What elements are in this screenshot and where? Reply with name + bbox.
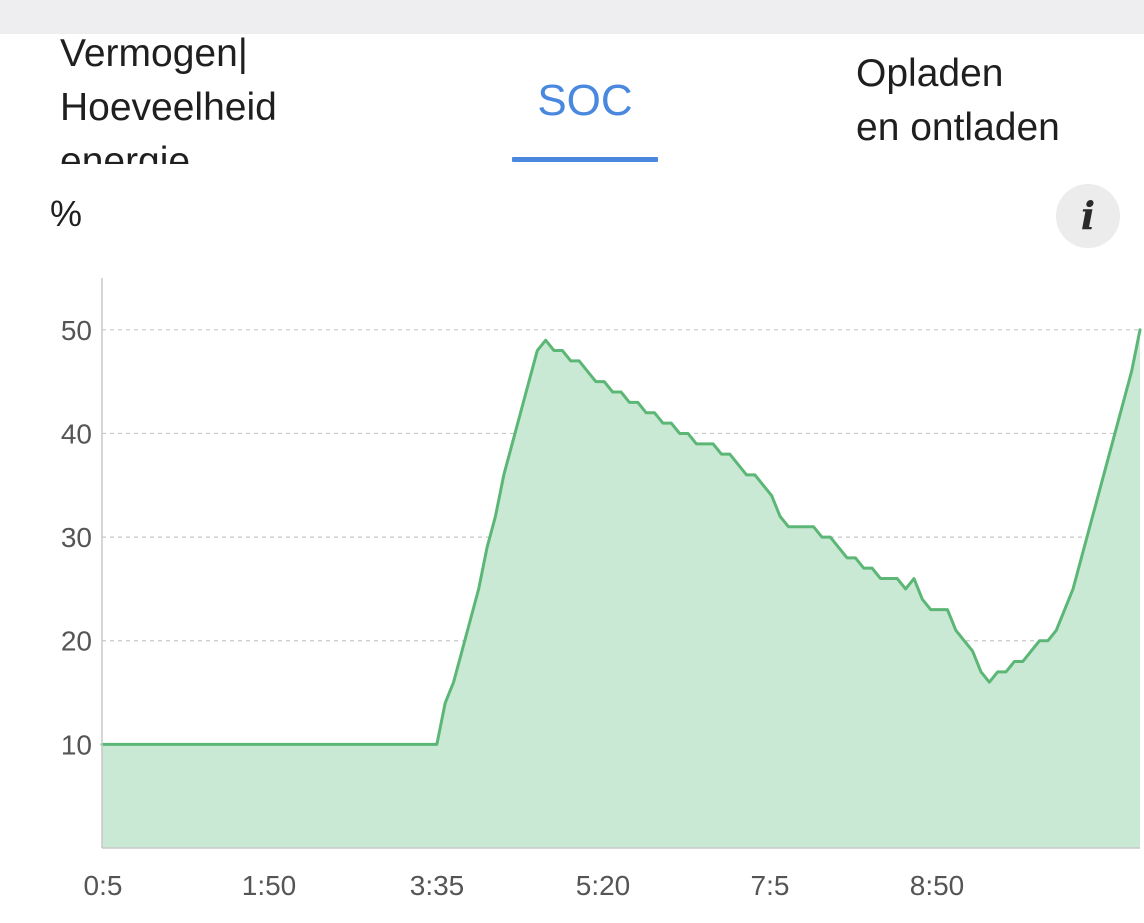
y-tick-label: 30 [61, 522, 92, 553]
soc-line [100, 328, 1142, 746]
x-tick-label: 1:50 [242, 870, 297, 901]
x-tick-label: 5:20 [576, 870, 631, 901]
y-tick-label: 10 [61, 729, 92, 760]
tab-charge-discharge[interactable]: Opladen en ontladen [856, 47, 1136, 157]
x-tick-label: 0:5 [84, 870, 123, 901]
top-strip [0, 0, 1144, 34]
tab-bar: Vermogen| Hoeveelheid energie SOC Oplade… [0, 34, 1144, 164]
tab-power-energy-label: Vermogen| Hoeveelheid energie [60, 34, 277, 164]
active-tab-indicator [512, 157, 658, 162]
x-tick-label: 8:50 [910, 870, 965, 901]
tab-charge-discharge-label: Opladen en ontladen [856, 52, 1060, 149]
soc-area [102, 329, 1140, 848]
tab-power-energy[interactable]: Vermogen| Hoeveelheid energie [60, 34, 360, 164]
y-axis-unit-label: % [50, 193, 83, 234]
y-tick-label: 20 [61, 626, 92, 657]
info-icon: i [1080, 193, 1096, 238]
tab-soc[interactable]: SOC [512, 74, 658, 164]
info-button[interactable]: i [1056, 184, 1120, 248]
y-tick-label: 50 [61, 315, 92, 346]
x-tick-label: 7:5 [751, 870, 790, 901]
tab-soc-label: SOC [537, 76, 633, 125]
x-tick-label: 3:35 [410, 870, 465, 901]
y-tick-label: 40 [61, 418, 92, 449]
